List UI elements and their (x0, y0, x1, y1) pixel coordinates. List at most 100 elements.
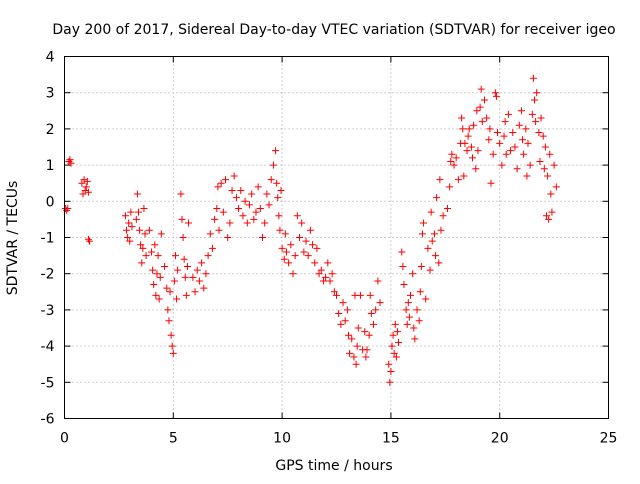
data-point (248, 190, 256, 198)
data-point (464, 132, 472, 140)
data-point (477, 85, 485, 93)
data-point (389, 331, 397, 339)
data-point (230, 172, 238, 180)
y-tick-label: -2 (41, 267, 55, 283)
data-point (460, 172, 468, 180)
data-point (350, 353, 358, 361)
data-point (418, 230, 426, 238)
data-point (222, 176, 230, 184)
chart-title: Day 200 of 2017, Sidereal Day-to-day VTE… (52, 22, 615, 38)
data-point (439, 212, 447, 220)
data-point (405, 313, 413, 321)
data-point (339, 299, 347, 307)
data-point (224, 234, 232, 241)
data-point (362, 353, 370, 361)
data-point (124, 234, 132, 241)
data-point (241, 197, 249, 205)
data-point (450, 161, 458, 169)
data-point (330, 288, 338, 296)
data-point (82, 183, 90, 191)
data-point (417, 262, 425, 270)
data-point (66, 156, 74, 164)
data-point (430, 230, 438, 238)
data-point (275, 212, 283, 220)
data-point (540, 165, 548, 173)
data-point (486, 125, 494, 133)
data-point (125, 219, 133, 227)
data-point (291, 252, 299, 260)
data-point (511, 143, 519, 151)
data-point (198, 259, 206, 267)
data-point (372, 306, 380, 314)
data-point (250, 215, 258, 223)
y-tick-label: 0 (46, 194, 55, 210)
data-point (139, 244, 147, 252)
data-point (416, 288, 424, 296)
data-point (245, 201, 253, 209)
data-point (81, 186, 89, 194)
data-point (478, 118, 486, 126)
data-point (302, 237, 310, 245)
data-point (544, 172, 552, 180)
data-point (217, 179, 225, 187)
data-point (409, 270, 417, 278)
data-point (177, 190, 185, 198)
data-point (422, 295, 430, 303)
data-point (404, 299, 412, 307)
data-point (157, 230, 165, 238)
data-point (137, 241, 145, 249)
data-point (498, 161, 506, 169)
data-point (193, 266, 201, 274)
data-point (313, 244, 321, 252)
data-point (541, 143, 549, 151)
data-point (461, 139, 469, 147)
data-point (128, 223, 136, 231)
data-point (535, 129, 543, 137)
data-point (448, 150, 456, 158)
data-point (443, 205, 451, 213)
data-point (165, 317, 173, 325)
x-axis-label: GPS time / hours (275, 458, 392, 474)
data-point (532, 118, 540, 126)
data-point (374, 277, 382, 285)
data-point (353, 342, 361, 350)
data-point (335, 310, 343, 318)
data-point (519, 136, 527, 144)
data-point (491, 89, 499, 97)
data-point (326, 277, 334, 285)
data-point (496, 139, 504, 147)
x-tick-label: 0 (60, 431, 69, 447)
data-point (179, 234, 187, 241)
data-point (154, 252, 162, 260)
data-point (309, 241, 317, 249)
data-point (400, 281, 408, 289)
data-point (151, 241, 159, 249)
data-point (127, 208, 135, 216)
data-point (178, 215, 186, 223)
data-point (121, 212, 129, 220)
x-tick-labels: 0 5 10 15 20 25 (60, 431, 617, 447)
data-point (476, 103, 484, 111)
data-point (427, 208, 435, 216)
data-point (388, 342, 396, 350)
data-point (437, 226, 445, 234)
data-point (415, 317, 423, 325)
data-point (463, 147, 471, 155)
data-point (469, 154, 476, 162)
data-point (513, 165, 521, 173)
y-tick-label: 1 (46, 158, 55, 174)
data-point (337, 320, 345, 328)
data-point (211, 215, 219, 223)
data-point (391, 320, 399, 328)
data-point (467, 143, 475, 151)
data-point (393, 328, 401, 336)
data-point (354, 324, 362, 332)
data-point (367, 310, 375, 318)
data-point (436, 176, 444, 184)
data-point (537, 114, 545, 122)
data-point (153, 270, 161, 278)
x-tick-label: 10 (273, 431, 291, 447)
data-point (298, 219, 306, 227)
data-point (80, 176, 88, 184)
